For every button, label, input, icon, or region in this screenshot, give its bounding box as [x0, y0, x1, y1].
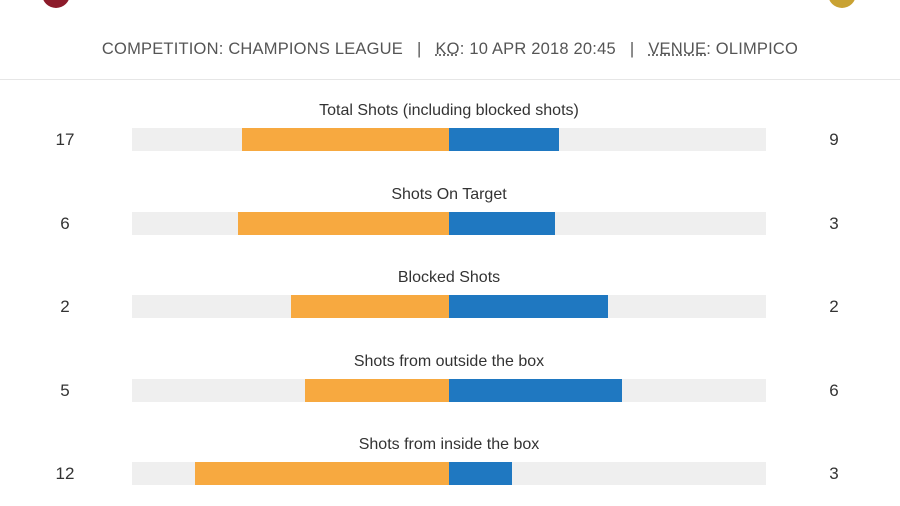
away-bar	[449, 295, 608, 318]
divider-line	[0, 79, 900, 80]
separator: :	[218, 40, 224, 58]
home-value: 2	[60, 297, 70, 316]
away-value: 3	[829, 464, 839, 483]
home-value: 6	[60, 213, 70, 233]
stat-label: Shots On Target	[391, 185, 507, 203]
separator: :	[459, 40, 465, 58]
away-value: 9	[829, 130, 839, 149]
separator: :	[706, 40, 711, 58]
home-bar	[304, 378, 449, 402]
away-bar	[449, 211, 555, 235]
home-value: 17	[55, 130, 75, 149]
home-crest	[42, 0, 70, 8]
info-label: COMPETITION	[101, 40, 219, 58]
home-value: 12	[55, 464, 75, 483]
away-value: 3	[829, 213, 839, 233]
info-label: VENUE	[648, 40, 707, 58]
away-value: 6	[829, 380, 839, 400]
home-bar	[290, 295, 449, 318]
divider: |	[416, 40, 422, 58]
home-bar	[237, 211, 449, 235]
info-label: KO	[435, 40, 460, 58]
stat-label: Blocked Shots	[397, 269, 501, 286]
home-value: 5	[60, 380, 70, 400]
away-crest	[828, 0, 856, 8]
stat-label: Shots from inside the box	[358, 436, 540, 453]
stat-label: Shots from outside the box	[353, 352, 545, 370]
home-bar	[241, 128, 449, 151]
info-value: CHAMPIONS LEAGUE	[228, 40, 403, 58]
away-bar	[449, 378, 622, 402]
info-value: 10 APR 2018 20:45	[469, 40, 616, 58]
home-bar	[195, 462, 449, 485]
divider: |	[629, 40, 635, 58]
away-value: 2	[829, 297, 839, 316]
match-info: COMPETITION: CHAMPIONS LEAGUE | KO: 10 APR…	[0, 40, 900, 59]
stat-label: Total Shots (including blocked shots)	[319, 102, 579, 119]
away-bar	[449, 128, 559, 151]
away-bar	[449, 462, 513, 485]
info-value: OLIMPICO	[715, 40, 799, 58]
